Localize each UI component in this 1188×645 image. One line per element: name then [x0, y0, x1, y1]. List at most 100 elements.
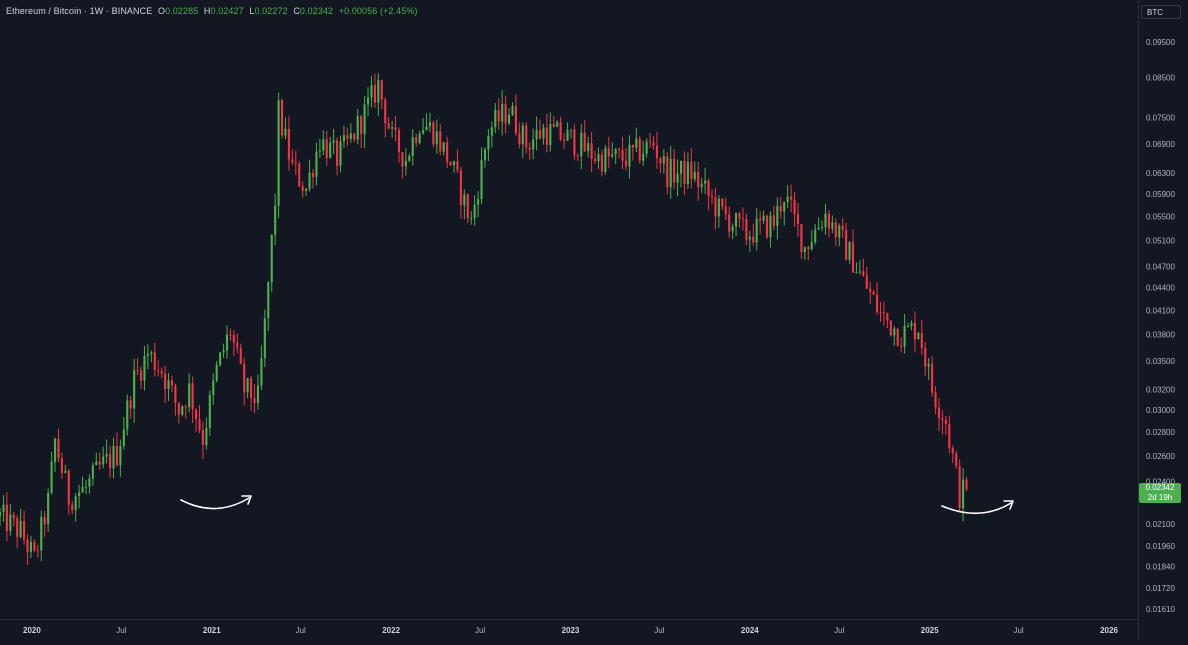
candle-body: [755, 218, 758, 243]
candle-body: [652, 142, 655, 146]
candle-body: [693, 171, 696, 180]
candle-body: [807, 247, 810, 250]
candle-body: [862, 271, 865, 276]
candle-body: [222, 350, 225, 353]
candle-body: [129, 400, 132, 409]
y-tick-label: 0.03800: [1146, 331, 1175, 340]
candle-body: [741, 218, 745, 220]
candle-body: [597, 154, 600, 162]
candle-body: [525, 125, 528, 148]
candle-body: [858, 271, 861, 273]
candle-body: [349, 133, 352, 139]
candle-body: [40, 517, 43, 551]
candle-body: [353, 133, 356, 140]
candle-body: [225, 334, 229, 351]
candle-body: [563, 139, 566, 141]
candle-body: [360, 116, 363, 134]
candle-body: [160, 371, 163, 374]
candle-body: [139, 370, 143, 381]
candle-body: [759, 218, 762, 221]
candle-body: [466, 194, 469, 219]
candle-body: [934, 392, 937, 408]
candle-body: [391, 127, 394, 129]
symbol-title[interactable]: Ethereum / Bitcoin · 1W · BINANCE: [6, 6, 153, 16]
candle-body: [229, 334, 232, 336]
candle-body: [95, 461, 98, 466]
candle-body: [339, 141, 342, 166]
candle-body: [583, 132, 586, 152]
candle-body: [33, 541, 36, 551]
candle-body: [370, 85, 373, 98]
candle-body: [528, 147, 531, 150]
candle-body: [170, 380, 174, 386]
candle-body: [827, 213, 830, 229]
candle-body: [459, 170, 462, 206]
candle-body: [786, 196, 789, 202]
candle-body: [373, 85, 376, 103]
candle-body: [676, 173, 679, 183]
candle-body: [397, 130, 401, 153]
candle-body: [311, 172, 315, 178]
candle-body: [876, 294, 879, 313]
candle-body: [236, 342, 239, 348]
candle-body: [477, 199, 480, 205]
candle-body: [380, 80, 383, 100]
candle-body: [645, 141, 648, 154]
candle-body: [793, 199, 796, 214]
x-tick-label: Jul: [475, 626, 485, 635]
candle-body: [483, 149, 487, 160]
candle-body: [78, 492, 81, 497]
candle-body: [411, 137, 414, 156]
candle-body: [19, 521, 22, 537]
candle-body: [494, 109, 497, 128]
low-label: L: [249, 6, 255, 16]
candle-body: [518, 133, 521, 145]
candle-body: [889, 320, 892, 336]
candle-body: [43, 517, 46, 525]
candle-body: [834, 222, 837, 238]
y-tick-label: 0.04100: [1146, 306, 1175, 315]
candle-body: [2, 504, 5, 513]
candle-body: [673, 158, 676, 183]
candle-body: [514, 106, 517, 134]
candle-body: [102, 456, 105, 465]
candle-body: [442, 142, 445, 152]
candle-body: [243, 363, 246, 393]
candle-body: [714, 197, 717, 217]
arrowhead-right: [1003, 500, 1014, 510]
candle-body: [624, 160, 628, 167]
x-tick-label: 2021: [203, 626, 221, 635]
candle-body: [133, 370, 136, 409]
candle-body: [803, 247, 806, 253]
candle-body: [253, 398, 256, 403]
candle-body: [164, 373, 167, 390]
currency-badge[interactable]: BTC: [1141, 5, 1181, 19]
candle-body: [418, 133, 421, 143]
candle-body: [649, 141, 652, 143]
candle-body: [270, 234, 273, 283]
y-tick-label: 0.01610: [1146, 605, 1175, 614]
candle-body: [728, 214, 731, 232]
candle-body: [198, 419, 201, 430]
candle-body: [473, 204, 476, 219]
candle-body: [951, 447, 954, 454]
y-tick-label: 0.05500: [1146, 212, 1175, 221]
candle-body: [219, 352, 222, 365]
x-tick-label: 2023: [562, 626, 580, 635]
candle-body: [315, 151, 318, 178]
x-tick-label: 2022: [382, 626, 400, 635]
candle-body: [504, 104, 507, 124]
candle-body: [67, 470, 70, 505]
x-tick-label: 2025: [921, 626, 939, 635]
candle-body: [108, 453, 112, 469]
candle-body: [274, 205, 277, 235]
curved-arrow-annotation-right: [941, 502, 1012, 515]
candle-body: [36, 550, 39, 552]
high-value: 0.02427: [210, 6, 244, 16]
curved-arrow-annotation-left: [180, 497, 250, 510]
candle-body: [57, 438, 60, 459]
candle-body: [250, 378, 253, 399]
candle-body: [256, 385, 260, 403]
